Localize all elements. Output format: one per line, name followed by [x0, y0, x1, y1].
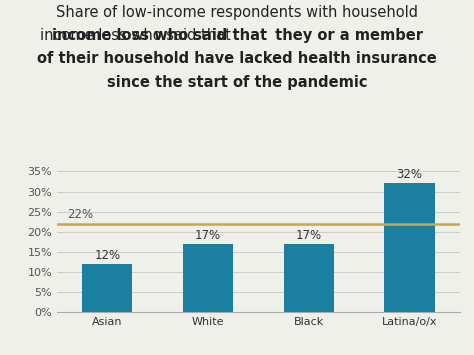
Text: Share of low-income respondents with household: Share of low-income respondents with hou… [56, 5, 418, 20]
Text: of their household have lacked health insurance: of their household have lacked health in… [37, 51, 437, 66]
Bar [183, 244, 233, 312]
Text: income loss who said that  they or a member: income loss who said that they or a memb… [52, 28, 422, 43]
Bar [82, 264, 132, 312]
Text: 12%: 12% [94, 249, 120, 262]
Bar [283, 244, 334, 312]
Text: 17%: 17% [195, 229, 221, 242]
Bar [384, 184, 435, 312]
Text: 32%: 32% [396, 168, 422, 181]
Text: 22%: 22% [67, 208, 93, 221]
Text: since the start of the pandemic: since the start of the pandemic [107, 75, 367, 89]
Text: income loss who said that: income loss who said that [40, 28, 236, 43]
Text: 17%: 17% [296, 229, 322, 242]
